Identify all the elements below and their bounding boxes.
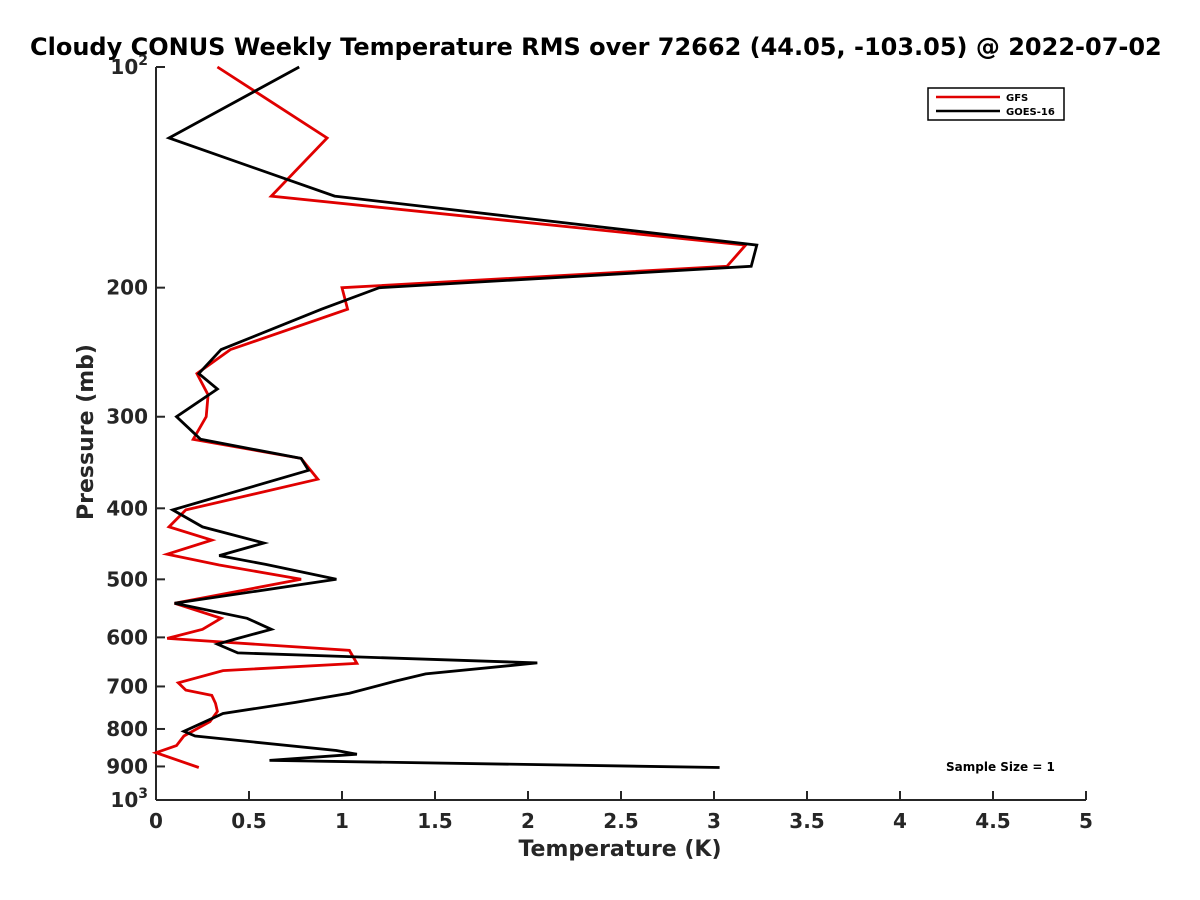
x-axis-label: Temperature (K) [518,837,721,862]
x-tick-label: 4 [893,809,907,833]
y-tick-label: 600 [106,625,148,649]
y-tick-label: 102 [110,53,148,79]
sample-size-annotation: Sample Size = 1 [946,760,1055,774]
x-tick-label: 1.5 [417,809,452,833]
x-tick-label: 0.5 [231,809,266,833]
x-tick-label: 1 [335,809,349,833]
y-tick-label: 500 [106,567,148,591]
y-tick-label: 200 [106,276,148,300]
legend-box [927,87,1065,121]
x-tick-label: 0 [149,809,163,833]
series-line-goes16 [165,65,759,769]
series-line-gfs [151,65,749,769]
x-tick-label: 5 [1079,809,1093,833]
plot-area [155,67,1086,801]
legend-label-gfs: GFS [1006,93,1028,104]
y-tick-label: 800 [106,717,148,741]
y-ticks: 102 200 300 400 500 600 700 800 900 103 [106,53,165,812]
y-axis-label: Pressure (mb) [74,344,99,520]
y-tick-label: 300 [106,405,148,429]
x-ticks: 0 0.5 1 1.5 2 2.5 3 3.5 4 4.5 5 [149,791,1093,833]
x-tick-label: 2 [521,809,535,833]
legend-label-goes16: GOES-16 [1006,107,1055,118]
legend: GFS GOES-16 [927,87,1065,121]
y-tick-label: 700 [106,674,148,698]
series-layer [151,65,759,769]
x-tick-label: 2.5 [603,809,638,833]
x-tick-label: 3.5 [789,809,824,833]
y-tick-label: 103 [110,786,148,812]
x-tick-label: 4.5 [975,809,1010,833]
y-tick-label: 400 [106,496,148,520]
y-tick-label: 900 [106,754,148,778]
x-tick-label: 3 [707,809,721,833]
chart-title: Cloudy CONUS Weekly Temperature RMS over… [30,33,1162,61]
